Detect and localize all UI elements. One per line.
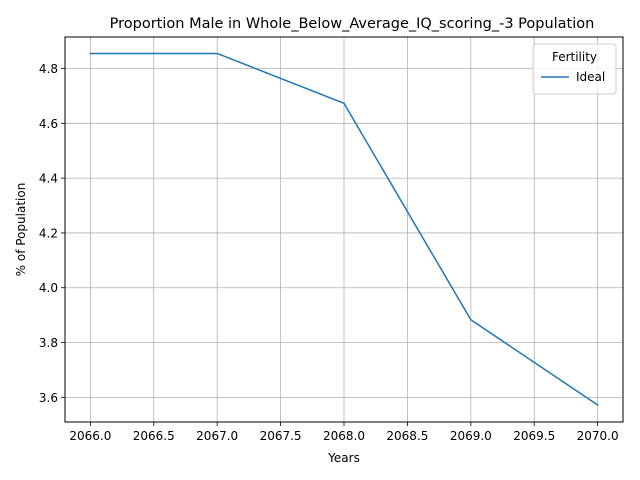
x-tick-label: 2068.5 bbox=[386, 429, 428, 443]
grid-lines bbox=[65, 37, 623, 422]
y-tick-label: 4.2 bbox=[39, 226, 58, 240]
y-tick-label: 4.0 bbox=[39, 281, 58, 295]
y-tick-label: 4.4 bbox=[39, 172, 58, 186]
legend-label: Ideal bbox=[576, 70, 605, 84]
legend-box bbox=[532, 43, 617, 95]
y-tick-label: 4.8 bbox=[39, 62, 58, 76]
x-tick-label: 2067.5 bbox=[260, 429, 302, 443]
y-axis-label: % of Population bbox=[14, 183, 28, 277]
x-tick-label: 2068.0 bbox=[323, 429, 365, 443]
plot-frame bbox=[64, 36, 624, 423]
legend-title: Fertility bbox=[552, 50, 597, 64]
x-tick-label: 2070.0 bbox=[577, 429, 619, 443]
legend: Fertility Ideal bbox=[532, 43, 617, 95]
y-tick-label: 4.6 bbox=[39, 117, 58, 131]
x-tick-label: 2069.0 bbox=[450, 429, 492, 443]
y-tick-label: 3.6 bbox=[39, 391, 58, 405]
axis-ticks: 2066.0 2066.5 2067.0 2067.5 2068.0 2068.5 2069… bbox=[39, 62, 619, 443]
x-tick-label: 2066.5 bbox=[133, 429, 175, 443]
series-line-0 bbox=[89, 52, 599, 407]
x-tick-label: 2067.0 bbox=[196, 429, 238, 443]
x-axis-label: Years bbox=[327, 451, 360, 465]
x-tick-label: 2069.5 bbox=[513, 429, 555, 443]
x-tick-label: 2066.0 bbox=[69, 429, 111, 443]
series-lines bbox=[89, 52, 599, 407]
y-tick-label: 3.8 bbox=[39, 336, 58, 350]
chart-title: Proportion Male in Whole_Below_Average_I… bbox=[110, 16, 595, 32]
